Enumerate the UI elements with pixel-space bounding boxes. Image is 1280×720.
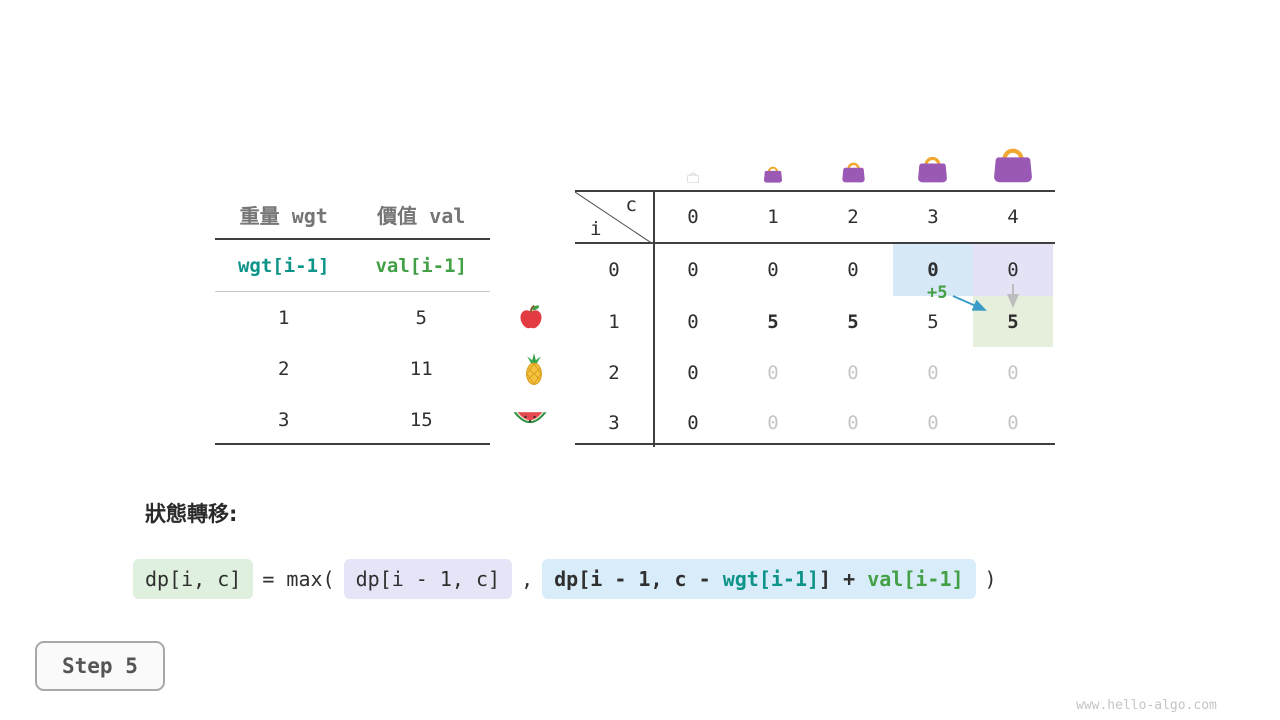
value-column-header: 價值 val bbox=[377, 203, 466, 228]
item-row: 3 15 bbox=[215, 394, 490, 445]
watermelon-icon bbox=[512, 410, 548, 431]
dp-table-header: c i 0 1 2 3 4 bbox=[575, 192, 1055, 244]
wgt-symbol: wgt[i-1] bbox=[237, 254, 330, 277]
dp-cell: 0 bbox=[687, 259, 699, 281]
row-header: 3 bbox=[608, 411, 620, 434]
item-value: 5 bbox=[415, 306, 427, 329]
item-value: 11 bbox=[409, 357, 433, 380]
item-row: 2 11 bbox=[215, 343, 490, 394]
bag-capacity-0-icon bbox=[686, 170, 700, 183]
row-header: 1 bbox=[608, 310, 620, 333]
dp-row: 1 0 5 5 5 5 bbox=[575, 296, 1055, 347]
plus-value-annotation: +5 bbox=[927, 283, 948, 303]
dp-cell: 0 bbox=[847, 259, 859, 281]
bag-capacity-1-icon bbox=[762, 163, 784, 183]
transition-formula: dp[i, c] = max( dp[i - 1, c] , dp[i - 1,… bbox=[133, 559, 997, 599]
col-header: 3 bbox=[927, 206, 939, 228]
items-table: 重量 wgt 價值 val wgt[i-1] val[i-1] 1 5 2 11… bbox=[215, 190, 490, 445]
item-value: 15 bbox=[409, 408, 433, 431]
diagonal-line-icon bbox=[575, 192, 653, 244]
table-divider bbox=[653, 192, 655, 447]
comma-separator: , bbox=[521, 567, 534, 591]
bag-capacity-4-icon bbox=[990, 141, 1036, 183]
dp-cell: 0 bbox=[1007, 361, 1019, 384]
dp-cell: 0 bbox=[767, 361, 779, 384]
apple-icon bbox=[516, 303, 546, 333]
dp-cell: 0 bbox=[927, 411, 939, 434]
max-operator: = max( bbox=[262, 567, 335, 591]
dp-cell: 0 bbox=[1007, 411, 1019, 434]
row-header: 0 bbox=[608, 259, 620, 281]
col-header: 0 bbox=[687, 206, 699, 228]
dp-cell-source-take: 0 bbox=[893, 244, 973, 296]
capacity-axis-label: c bbox=[625, 194, 637, 216]
pineapple-icon bbox=[521, 352, 547, 386]
step-indicator: Step 5 bbox=[35, 641, 165, 691]
row-header: 2 bbox=[608, 361, 620, 384]
items-table-header: 重量 wgt 價值 val bbox=[215, 190, 490, 240]
dp-skip-term: dp[i - 1, c] bbox=[343, 559, 513, 599]
col-header: 2 bbox=[847, 206, 859, 228]
item-weight: 1 bbox=[278, 306, 290, 329]
dp-table: c i 0 1 2 3 4 0 0 0 0 0 0 1 0 5 5 5 5 2 bbox=[575, 190, 1055, 447]
dp-cell-current: 5 bbox=[973, 296, 1053, 347]
dp-cell: 5 bbox=[767, 310, 779, 333]
dp-cell: 0 bbox=[687, 361, 699, 384]
dp-cell: 0 bbox=[927, 361, 939, 384]
dp-cell: 5 bbox=[927, 310, 939, 333]
dp-cell: 5 bbox=[847, 310, 859, 333]
transition-label: 狀態轉移: bbox=[145, 502, 238, 526]
dp-current-term: dp[i, c] bbox=[133, 559, 254, 599]
dp-cell: 0 bbox=[847, 411, 859, 434]
bag-capacity-2-icon bbox=[840, 158, 867, 183]
dp-cell: 0 bbox=[687, 310, 699, 333]
dp-cell: 0 bbox=[687, 411, 699, 434]
col-header: 4 bbox=[1007, 206, 1019, 228]
items-symbol-row: wgt[i-1] val[i-1] bbox=[215, 240, 490, 292]
item-weight: 2 bbox=[278, 357, 290, 380]
dp-row: 2 0 0 0 0 0 bbox=[575, 347, 1055, 398]
dp-row: 0 0 0 0 0 0 bbox=[575, 244, 1055, 296]
bag-capacity-3-icon bbox=[915, 151, 950, 183]
item-axis-label: i bbox=[590, 218, 602, 240]
weight-column-header: 重量 wgt bbox=[239, 203, 328, 228]
dp-row: 3 0 0 0 0 0 bbox=[575, 398, 1055, 447]
take-term-wgt: wgt[i-1] bbox=[722, 567, 820, 591]
take-term-val: val[i-1] bbox=[867, 567, 964, 591]
dp-take-term: dp[i - 1, c - wgt[i-1]] + val[i-1] bbox=[542, 559, 976, 599]
step-label: Step 5 bbox=[62, 654, 138, 678]
dp-cell: 0 bbox=[767, 411, 779, 434]
col-header: 1 bbox=[767, 206, 779, 228]
take-term-mid: ] + bbox=[819, 567, 868, 591]
dp-cell-source-skip: 0 bbox=[973, 244, 1053, 296]
corner-cell: c i bbox=[575, 192, 653, 244]
close-paren: ) bbox=[984, 567, 997, 591]
item-row: 1 5 bbox=[215, 292, 490, 343]
dp-cell: 0 bbox=[847, 361, 859, 384]
item-weight: 3 bbox=[278, 408, 290, 431]
watermark: www.hello-algo.com bbox=[1076, 698, 1217, 713]
val-symbol: val[i-1] bbox=[375, 254, 467, 277]
dp-cell: 0 bbox=[767, 259, 779, 281]
take-term-prefix: dp[i - 1, c - bbox=[554, 567, 723, 591]
